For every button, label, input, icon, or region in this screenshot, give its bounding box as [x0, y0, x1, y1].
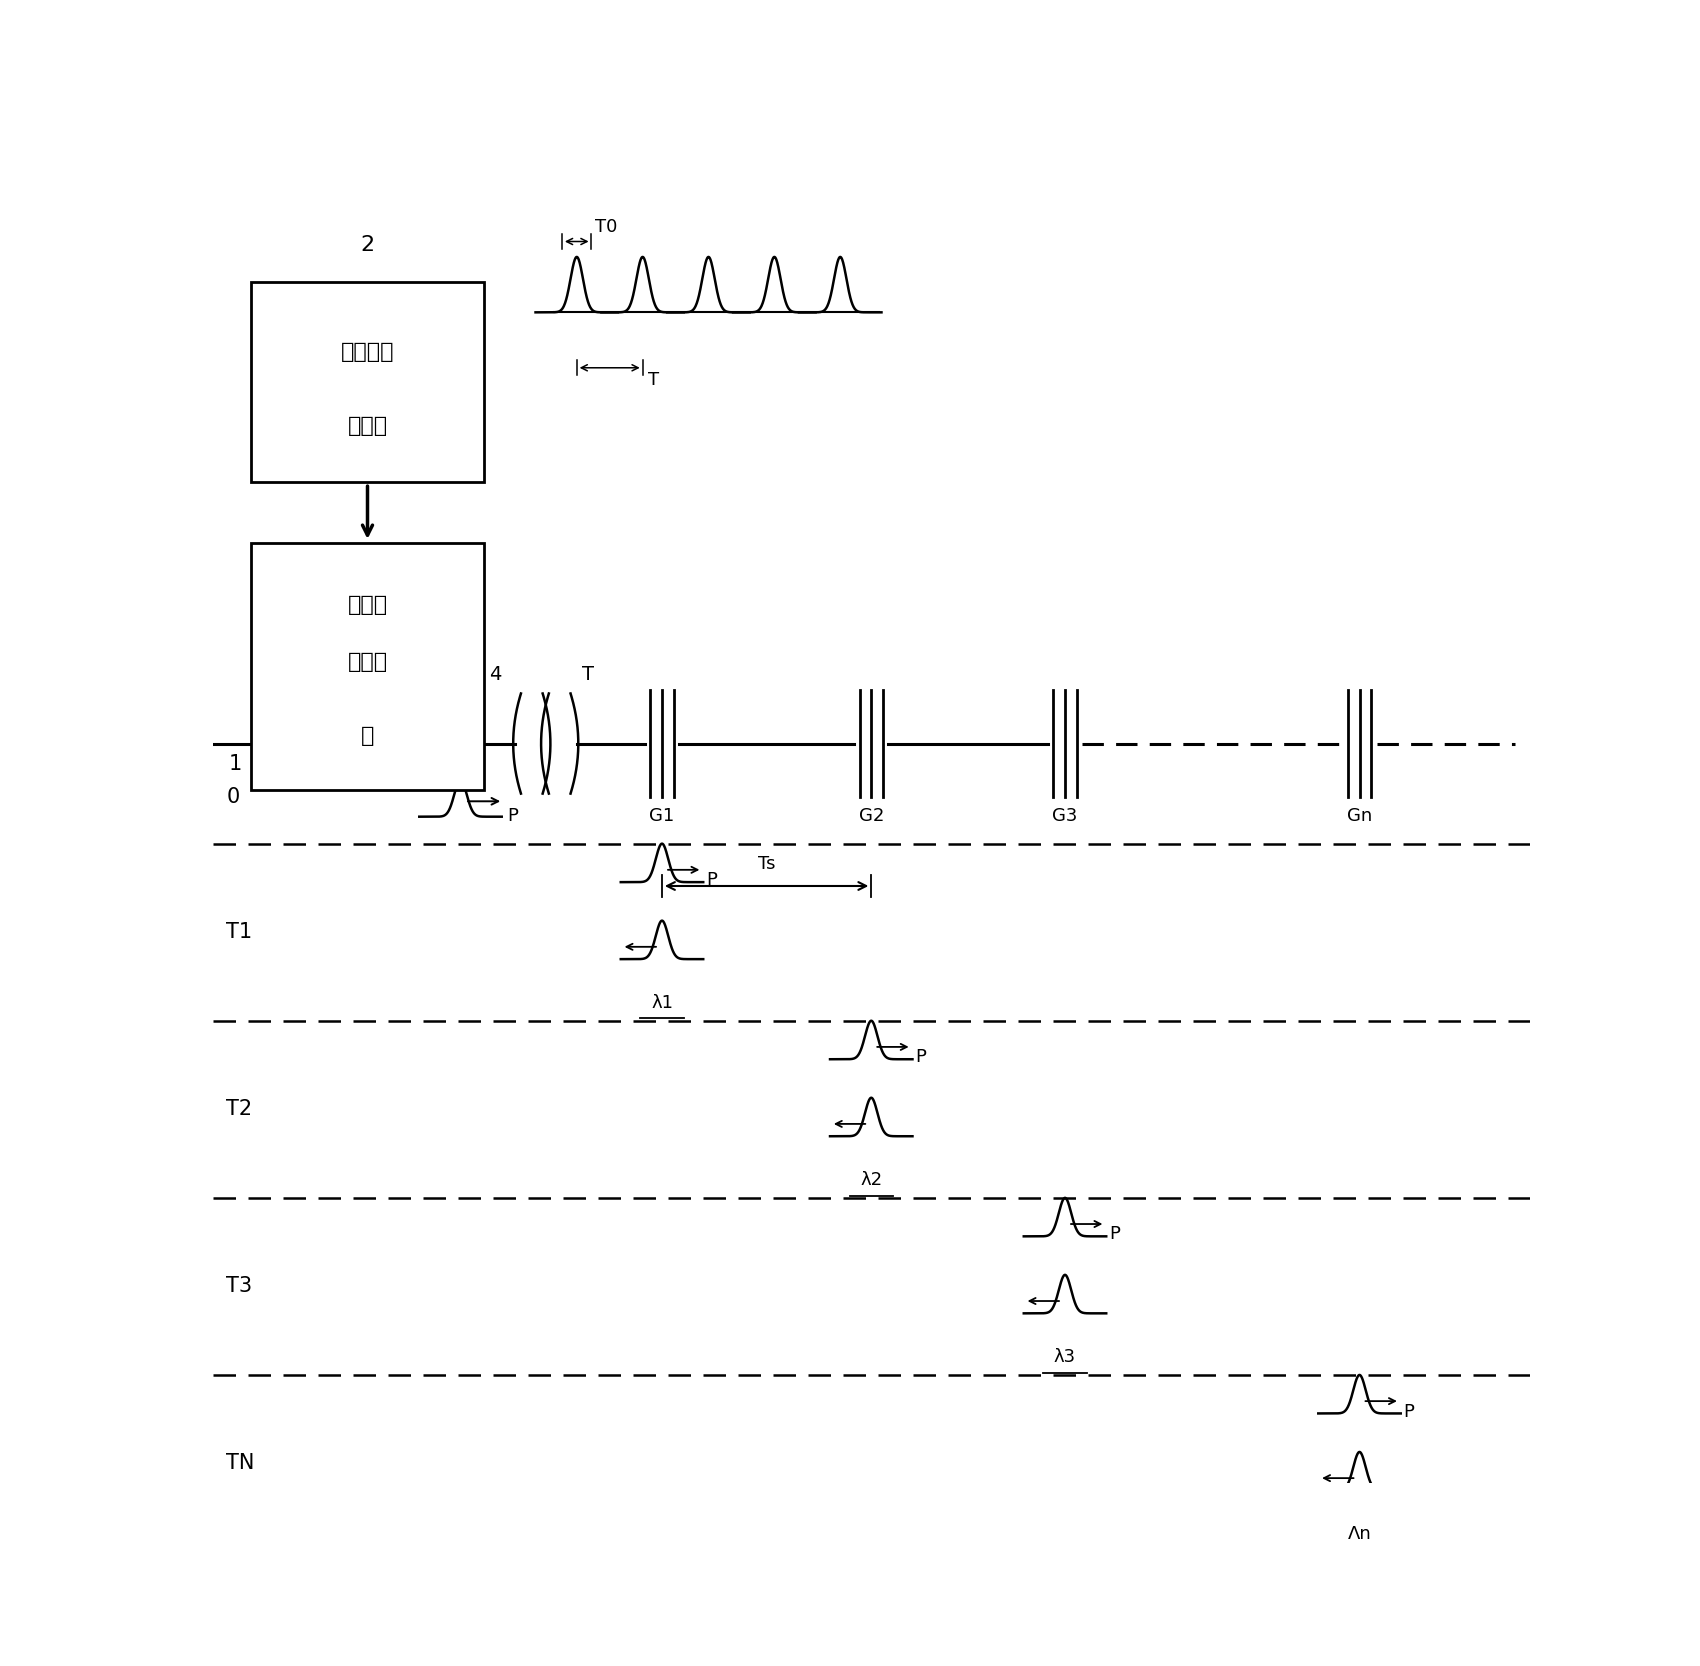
Text: P: P	[507, 806, 518, 825]
Text: G1: G1	[649, 806, 675, 825]
Text: λ2: λ2	[860, 1171, 882, 1190]
Text: P: P	[915, 1048, 926, 1066]
Text: λ1: λ1	[651, 995, 673, 1011]
Text: T3: T3	[226, 1276, 253, 1296]
Text: T: T	[648, 372, 660, 388]
Text: G3: G3	[1052, 806, 1078, 825]
Text: 半导体: 半导体	[347, 595, 388, 615]
Text: Gn: Gn	[1346, 806, 1372, 825]
Text: T: T	[583, 665, 595, 685]
Text: 光放大: 光放大	[347, 651, 388, 671]
Text: 发生器: 发生器	[347, 416, 388, 436]
Text: λ3: λ3	[1054, 1348, 1076, 1366]
Text: 器: 器	[360, 725, 374, 745]
Text: G2: G2	[858, 806, 884, 825]
Text: 0: 0	[226, 788, 240, 808]
Text: T2: T2	[226, 1100, 253, 1120]
Text: T1: T1	[226, 923, 253, 943]
Text: 脉冲信号: 脉冲信号	[340, 342, 394, 362]
Text: Ts: Ts	[758, 855, 775, 873]
Text: 1: 1	[230, 755, 241, 775]
Text: P: P	[1404, 1403, 1414, 1421]
Text: Λn: Λn	[1348, 1524, 1372, 1543]
Text: T0: T0	[595, 218, 617, 237]
Text: P: P	[1108, 1226, 1120, 1243]
Text: 4: 4	[490, 665, 502, 685]
FancyBboxPatch shape	[252, 543, 484, 790]
Text: TN: TN	[226, 1453, 255, 1473]
Text: 2: 2	[360, 235, 374, 255]
Text: P: P	[706, 871, 717, 890]
FancyBboxPatch shape	[252, 282, 484, 481]
